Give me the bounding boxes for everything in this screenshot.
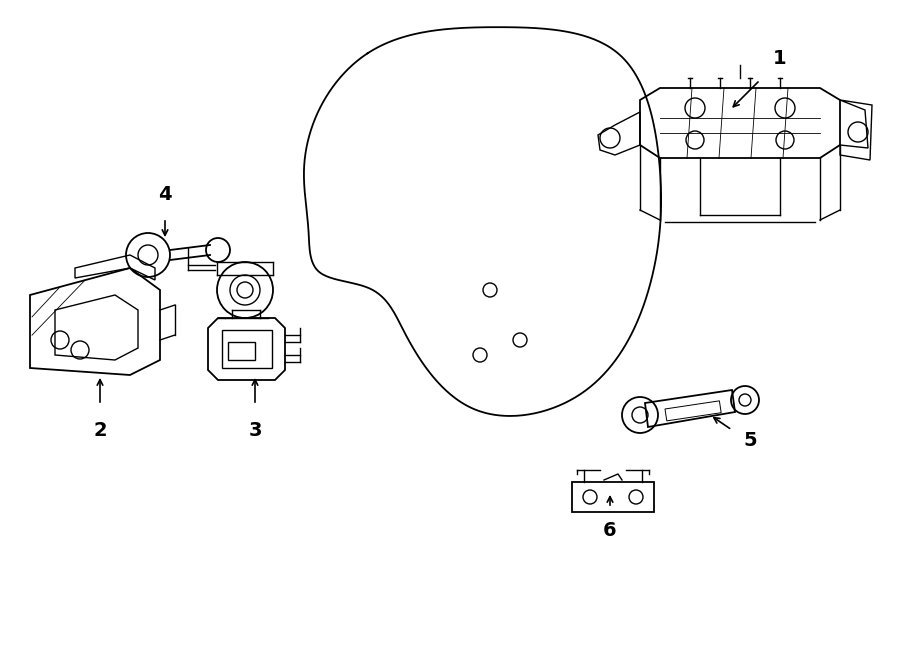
Text: 4: 4 bbox=[158, 186, 172, 204]
Text: 2: 2 bbox=[94, 420, 107, 440]
Text: 3: 3 bbox=[248, 420, 262, 440]
Text: 1: 1 bbox=[773, 48, 787, 67]
Bar bbox=[665, 401, 721, 421]
Bar bbox=[572, 482, 654, 512]
Text: 6: 6 bbox=[603, 520, 616, 539]
Text: 5: 5 bbox=[743, 430, 757, 449]
